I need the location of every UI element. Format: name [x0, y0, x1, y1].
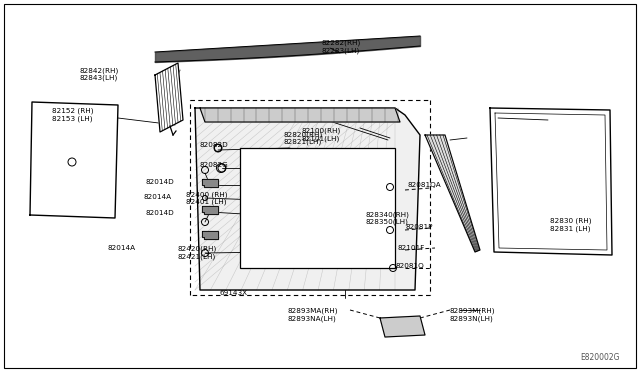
Polygon shape [200, 108, 400, 122]
Polygon shape [202, 179, 218, 187]
Text: 82101F: 82101F [397, 245, 424, 251]
Polygon shape [30, 102, 118, 218]
Text: 82893M(RH)
82893N(LH): 82893M(RH) 82893N(LH) [450, 308, 495, 322]
Text: 82893MA(RH)
82893NA(LH): 82893MA(RH) 82893NA(LH) [287, 308, 337, 322]
Polygon shape [195, 108, 420, 290]
Text: 82014A: 82014A [108, 245, 136, 251]
Text: 82830 (RH)
82831 (LH): 82830 (RH) 82831 (LH) [550, 218, 591, 232]
Polygon shape [425, 135, 480, 252]
Polygon shape [202, 206, 218, 214]
Text: 69143X: 69143X [219, 290, 247, 296]
Text: 82820(RH)
82821(LH): 82820(RH) 82821(LH) [283, 131, 323, 145]
Text: 82152 (RH)
82153 (LH): 82152 (RH) 82153 (LH) [52, 108, 93, 122]
Text: 82014D: 82014D [145, 179, 173, 185]
Text: 82282(RH)
82283(LH): 82282(RH) 82283(LH) [322, 40, 361, 54]
Text: 82014D: 82014D [145, 210, 173, 216]
Text: 82014A: 82014A [143, 194, 171, 200]
Text: 82082D: 82082D [200, 142, 228, 148]
Polygon shape [202, 231, 218, 239]
Text: 82100(RH)
82101(LH): 82100(RH) 82101(LH) [302, 128, 341, 142]
Text: 828340(RH)
828350(LH): 828340(RH) 828350(LH) [366, 211, 410, 225]
Text: E820002G: E820002G [580, 353, 620, 362]
Text: 82842(RH)
82843(LH): 82842(RH) 82843(LH) [80, 67, 119, 81]
Text: 82081P: 82081P [405, 224, 433, 230]
Polygon shape [380, 316, 425, 337]
Polygon shape [155, 63, 183, 132]
Text: 82081Q: 82081Q [396, 263, 425, 269]
Text: 82420(RH)
82421(LH): 82420(RH) 82421(LH) [178, 246, 217, 260]
Polygon shape [490, 108, 612, 255]
Text: 82082G: 82082G [200, 162, 228, 168]
Text: 82081QA: 82081QA [408, 182, 442, 188]
Text: 82400 (RH)
82401 (LH): 82400 (RH) 82401 (LH) [186, 191, 227, 205]
Bar [240, 148, 395, 268]
